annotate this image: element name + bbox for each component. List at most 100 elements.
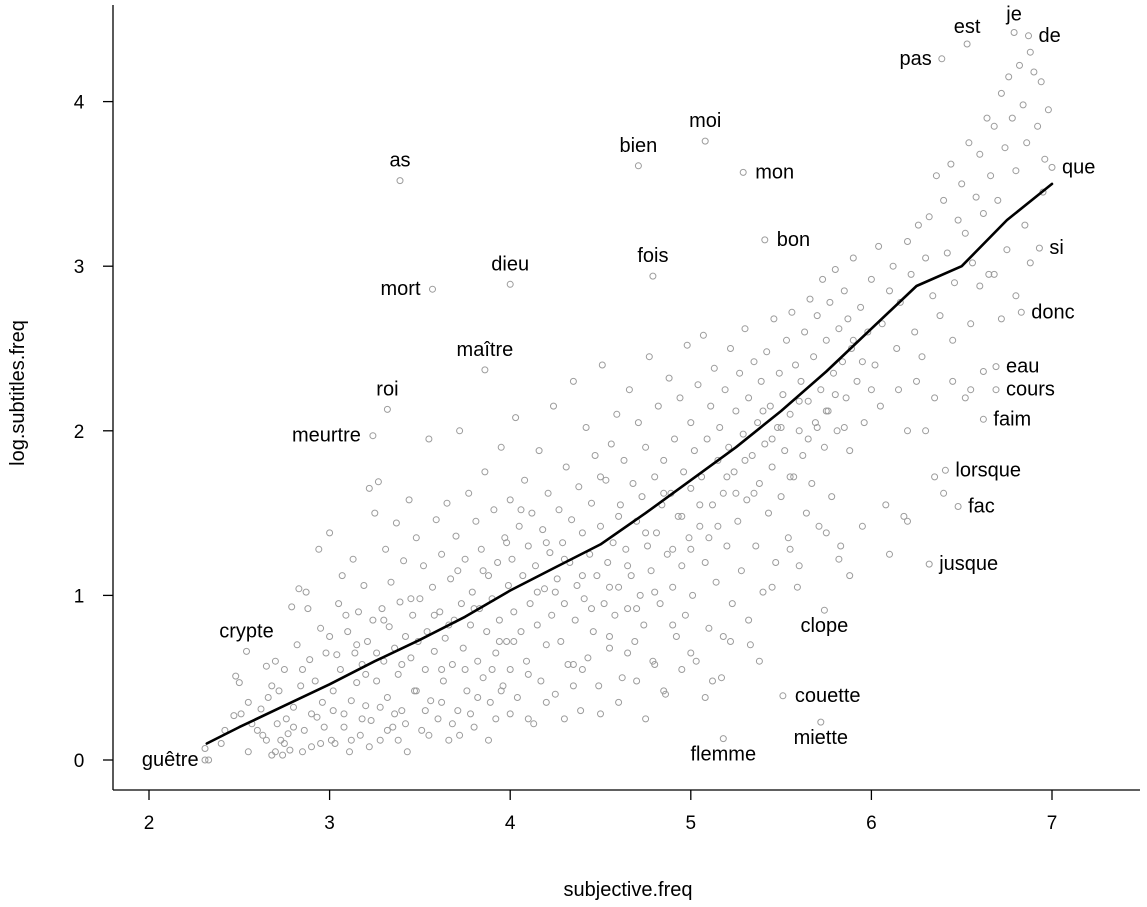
data-point <box>987 172 995 180</box>
data-point <box>983 114 991 122</box>
data-point <box>640 621 648 629</box>
data-point-dieu <box>506 280 514 288</box>
data-point <box>597 522 604 530</box>
data-point <box>396 598 404 606</box>
data-point <box>602 476 610 484</box>
data-point <box>461 555 469 563</box>
data-point <box>513 694 521 701</box>
data-point <box>438 698 446 706</box>
data-point <box>625 386 633 394</box>
data-point <box>519 572 527 580</box>
data-point <box>351 649 359 657</box>
data-point <box>932 172 940 180</box>
data-point <box>867 275 875 283</box>
data-point <box>707 402 715 410</box>
data-point <box>232 672 240 680</box>
data-point <box>911 328 919 336</box>
data-point-guêtre <box>205 756 213 764</box>
data-point <box>315 545 323 553</box>
data-point <box>985 270 993 278</box>
data-point <box>907 270 915 278</box>
data-point <box>721 386 729 394</box>
data-point-mon <box>739 168 747 176</box>
data-point <box>1016 61 1023 69</box>
data-point <box>448 720 456 728</box>
data-point <box>421 666 429 673</box>
data-point <box>405 496 413 504</box>
data-point <box>548 611 556 619</box>
data-point <box>606 583 613 591</box>
data-point <box>385 623 393 631</box>
data-point-que <box>1048 163 1056 171</box>
data-point <box>378 605 386 613</box>
data-point <box>741 456 749 464</box>
data-point <box>445 736 453 744</box>
data-point <box>1030 68 1038 76</box>
data-point <box>512 414 520 422</box>
data-point <box>817 386 825 394</box>
data-point <box>678 562 686 570</box>
data-point <box>802 509 810 517</box>
data-point <box>353 641 361 649</box>
data-point <box>969 259 976 267</box>
data-point <box>727 345 734 352</box>
data-point <box>391 710 399 718</box>
data-point <box>615 583 623 591</box>
data-point <box>369 616 377 624</box>
data-point-de <box>1025 32 1032 40</box>
data-point <box>743 496 751 504</box>
point-label-roi: roi <box>376 378 398 400</box>
data-point <box>795 397 803 405</box>
data-point <box>616 501 624 509</box>
data-point <box>922 427 930 435</box>
data-point <box>990 270 998 278</box>
data-point <box>775 369 783 377</box>
data-point <box>755 480 763 487</box>
data-point <box>582 424 590 431</box>
data-point <box>306 656 314 664</box>
data-point <box>474 694 482 701</box>
data-point <box>904 517 911 525</box>
data-point <box>373 677 381 685</box>
point-label-donc: donc <box>1031 301 1074 323</box>
data-point <box>486 698 494 706</box>
data-point <box>840 424 848 431</box>
data-point <box>438 550 446 558</box>
data-point <box>510 608 518 616</box>
x-tick-label: 3 <box>324 813 335 834</box>
data-point <box>376 703 384 711</box>
data-point <box>282 715 290 723</box>
data-point <box>288 603 296 611</box>
data-point <box>804 435 812 443</box>
axes-layer <box>112 5 1140 791</box>
data-point <box>828 493 836 501</box>
data-point <box>651 588 659 596</box>
data-point <box>732 407 740 415</box>
data-point <box>479 674 487 682</box>
data-point <box>820 443 828 451</box>
data-point <box>1012 292 1020 300</box>
data-point <box>633 605 641 613</box>
data-point <box>627 572 635 580</box>
data-point <box>551 588 559 596</box>
data-point <box>609 539 617 547</box>
data-point <box>656 600 664 608</box>
data-point <box>931 473 939 481</box>
data-point <box>732 489 740 497</box>
data-point <box>759 588 767 596</box>
data-point <box>436 608 444 616</box>
data-point <box>497 443 505 451</box>
data-point <box>201 745 209 752</box>
data-point <box>849 336 857 344</box>
data-point-as <box>396 177 404 185</box>
data-point <box>864 328 872 336</box>
data-point <box>683 341 691 349</box>
data-point-eau <box>992 363 1000 371</box>
y-tick-label: 3 <box>74 257 85 278</box>
data-point <box>504 582 512 589</box>
data-point <box>976 282 984 290</box>
data-point <box>412 687 420 695</box>
data-point <box>273 720 281 728</box>
data-point <box>730 468 738 476</box>
data-point <box>961 394 969 402</box>
